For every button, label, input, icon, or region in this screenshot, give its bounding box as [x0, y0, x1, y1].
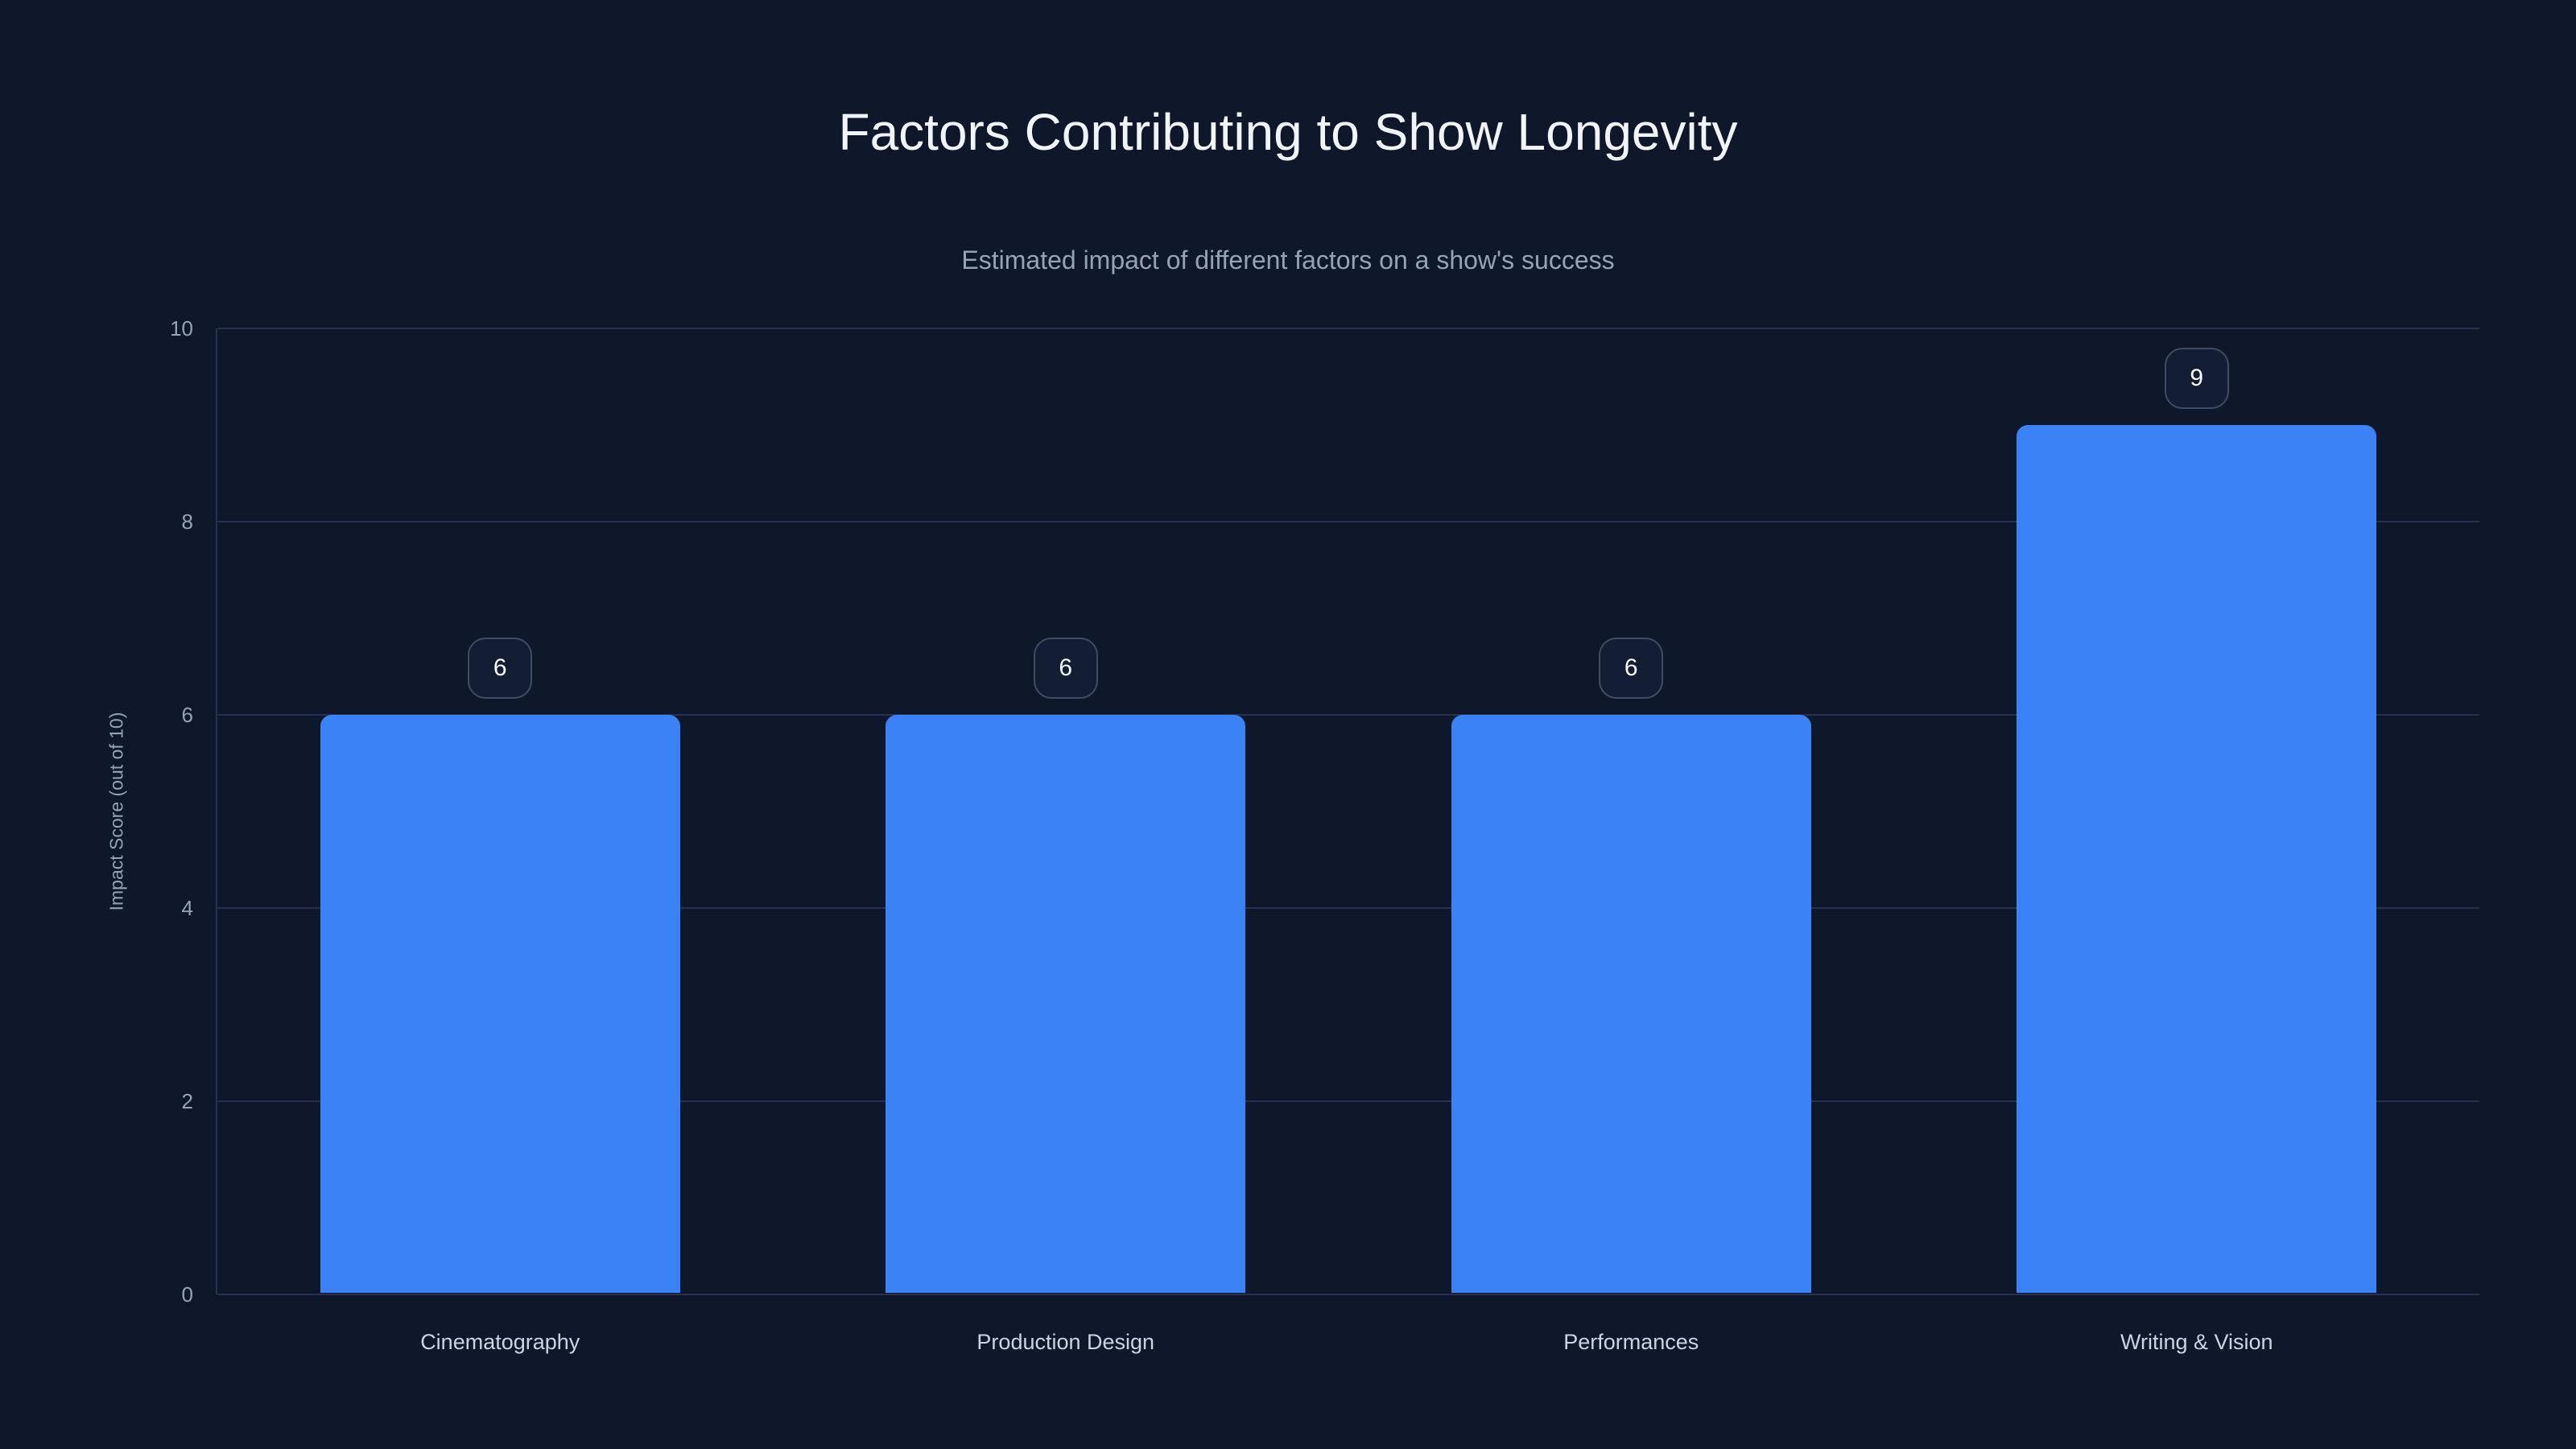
y-tick-label: 0 — [181, 1282, 193, 1307]
plot-area: 0 2 4 6 8 10 6 Cinematography 6 Production Design… — [170, 316, 2479, 1354]
chart-subtitle: Estimated impact of different factors on… — [961, 246, 1615, 275]
x-tick-label: Performances — [1563, 1330, 1699, 1354]
bar[interactable] — [1451, 715, 1811, 1293]
bar[interactable] — [886, 715, 1246, 1293]
gridline — [217, 1294, 2479, 1295]
value-badge: 9 — [2164, 348, 2229, 409]
gridline — [217, 328, 2479, 329]
y-tick-label: 4 — [181, 896, 193, 920]
x-tick-label: Production Design — [976, 1330, 1155, 1354]
value-badge: 6 — [1599, 638, 1664, 699]
value-badge: 6 — [468, 638, 533, 699]
gridline — [217, 907, 2479, 909]
gridline — [217, 714, 2479, 716]
x-tick-label: Writing & Vision — [2120, 1330, 2273, 1354]
y-axis-title: Impact Score (out of 10) — [105, 712, 127, 911]
value-badge: 6 — [1033, 638, 1098, 699]
bar[interactable] — [320, 715, 680, 1293]
y-tick-label: 8 — [181, 510, 193, 534]
y-axis-line — [216, 328, 217, 1294]
y-tick-label: 2 — [181, 1089, 193, 1113]
x-tick-label: Cinematography — [420, 1330, 580, 1354]
y-tick-label: 6 — [181, 703, 193, 727]
bar[interactable] — [2017, 425, 2377, 1293]
y-tick-label: 10 — [170, 316, 193, 341]
gridline — [217, 1100, 2479, 1102]
gridline — [217, 521, 2479, 522]
chart-title: Factors Contributing to Show Longevity — [838, 103, 1738, 161]
